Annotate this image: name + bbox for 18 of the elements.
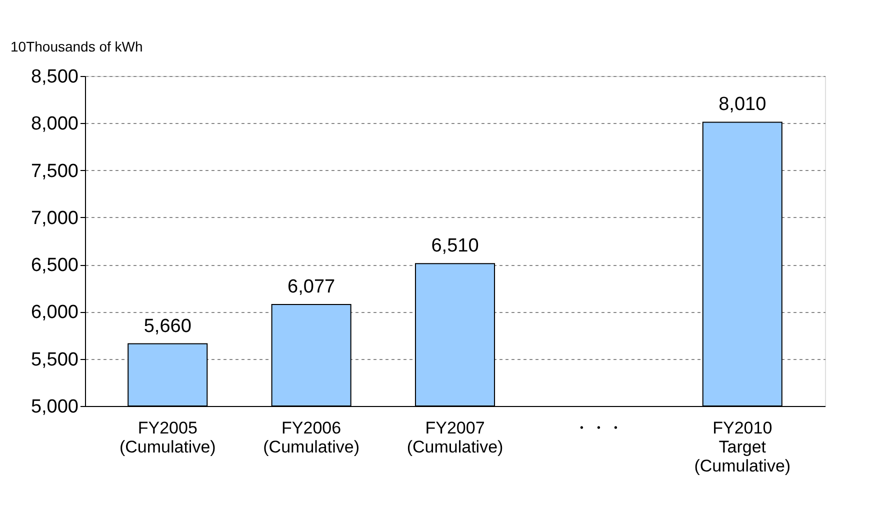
- x-tick-label: FY2005 (Cumulative): [119, 418, 216, 456]
- y-tick-label: 5,500: [30, 349, 78, 370]
- data-label: 8,010: [718, 94, 766, 116]
- x-tick-label: FY2007 (Cumulative): [406, 418, 504, 456]
- x-tick-label: ・・・: [573, 418, 624, 438]
- y-tick-label: 7,000: [30, 208, 78, 229]
- y-tick-label: 8,500: [30, 66, 78, 88]
- y-tick-label: 7,500: [30, 160, 78, 182]
- y-tick-label: 8,000: [30, 114, 78, 135]
- data-label: 6,077: [288, 276, 336, 298]
- x-tick-label: FY2006 (Cumulative): [263, 418, 360, 456]
- y-tick-label: 5,000: [30, 396, 78, 418]
- y-tick-label: 6,000: [30, 302, 78, 324]
- x-tick-label: FY2010 Target (Cumulative): [694, 418, 791, 476]
- y-tick-label: 6,500: [30, 255, 78, 276]
- data-label: 5,660: [144, 316, 192, 337]
- y-axis-title: 10Thousands of kWh: [10, 38, 143, 54]
- data-label: 6,510: [431, 236, 479, 257]
